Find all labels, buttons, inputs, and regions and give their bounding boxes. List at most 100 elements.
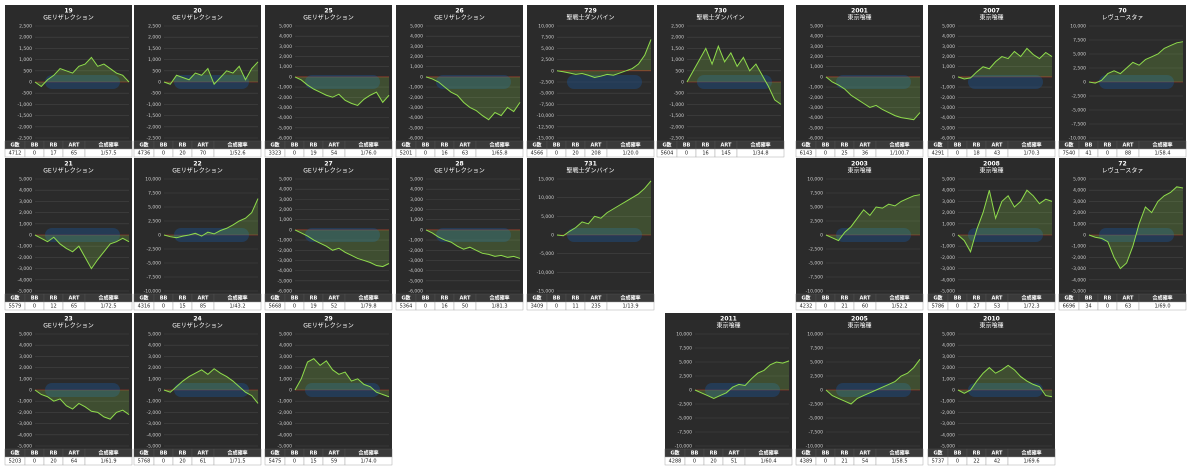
machine-name: 東京喰種 [979, 14, 1003, 22]
table-value: 0 [33, 459, 36, 465]
table-header: ART [860, 451, 871, 457]
y-tick-label: -5,000 [940, 289, 955, 295]
machine-name: 東京喰種 [716, 322, 740, 330]
y-tick-label: 5,000 [810, 24, 823, 30]
table-header: BB [422, 143, 430, 149]
table-value: 4736 [138, 151, 151, 157]
table-header: BB [160, 451, 168, 457]
y-tick-label: -2,000 [277, 248, 292, 254]
y-tick-label: 4,000 [410, 34, 423, 40]
table-value: 1/79.8 [361, 304, 377, 310]
y-tick-label: 2,000 [410, 207, 423, 213]
table-value: 4288 [669, 459, 682, 465]
table-header: ART [992, 451, 1003, 457]
machine-name: GEリザレクション [303, 15, 353, 22]
table-header: 合成確率 [1020, 142, 1041, 149]
y-tick-label: 5,000 [148, 205, 161, 211]
y-tick-label: 0 [952, 74, 955, 80]
table-value: 15 [179, 304, 185, 310]
y-tick-label: 2,000 [410, 54, 423, 60]
table-header: G数 [270, 450, 280, 457]
y-tick-label: -3,000 [940, 105, 955, 111]
table-value-cell [84, 456, 133, 466]
table-header: 合成確率 [1151, 295, 1172, 302]
area-fill [557, 180, 651, 236]
y-tick-label: 2,000 [19, 365, 32, 371]
table-value: 0 [33, 304, 36, 310]
y-tick-label: 0 [551, 233, 554, 239]
y-tick-label: -3,000 [146, 421, 161, 427]
table-header: G数 [801, 142, 811, 149]
y-tick-label: -5,000 [940, 444, 955, 450]
table-value: 208 [591, 151, 601, 157]
table-header: BB [1085, 296, 1093, 302]
table-value: 1/100.7 [890, 151, 909, 157]
table-header: ART [460, 296, 471, 302]
table-value: 59 [331, 459, 337, 465]
machine-name: 東京喰種 [847, 322, 871, 330]
y-tick-label: 4,000 [942, 343, 955, 349]
y-tick-label: 1,000 [942, 376, 955, 382]
balance-line [425, 76, 521, 121]
table-header: ART [69, 296, 80, 302]
y-tick-label: -4,000 [808, 115, 823, 121]
table-value: 19 [310, 304, 316, 310]
table-value: 1/72.3 [1024, 304, 1040, 310]
y-tick-label: -7,500 [146, 275, 161, 281]
y-tick-label: -5,000 [1071, 289, 1086, 295]
table-value: 1/71.5 [230, 459, 246, 465]
y-tick-label: 5,000 [942, 332, 955, 338]
area-fill [695, 360, 789, 399]
table-header: G数 [139, 142, 149, 149]
table-header: RB [310, 296, 318, 302]
table-value: 63 [462, 151, 468, 157]
table-value: 6696 [1063, 304, 1076, 310]
table-value: 0 [33, 151, 36, 157]
machine-panel: 20GEリザレクション2,5002,0001,5001,0005000-500-… [133, 5, 262, 158]
table-value: 5604 [661, 151, 674, 157]
y-tick-label: -6,000 [408, 136, 423, 142]
y-tick-label: -500 [674, 91, 684, 97]
y-tick-label: 3,000 [279, 44, 292, 50]
y-tick-label: 1,000 [279, 376, 292, 382]
balance-line [556, 180, 652, 237]
y-tick-label: -2,500 [677, 402, 692, 408]
machine-name: GEリザレクション [434, 15, 484, 22]
machine-number: 2005 [851, 316, 868, 323]
table-header: BB [160, 143, 168, 149]
watermark [45, 383, 120, 397]
y-tick-label: -1,000 [146, 399, 161, 405]
table-header: 合成確率 [97, 295, 118, 302]
machine-number: 2008 [983, 161, 1000, 168]
table-value: 6143 [800, 151, 813, 157]
y-tick-label: 15,000 [538, 177, 554, 183]
table-value: 21 [841, 304, 847, 310]
table-value: 5668 [269, 304, 282, 310]
table-value: 4291 [932, 151, 945, 157]
y-tick-label: -2,000 [277, 95, 292, 101]
table-value: 0 [956, 151, 959, 157]
table-header: ART [992, 296, 1003, 302]
y-tick-label: 5,000 [1073, 52, 1086, 58]
table-header: RB [702, 143, 710, 149]
y-tick-label: -1,000 [17, 399, 32, 405]
table-value: 4316 [138, 304, 151, 310]
y-tick-label: 4,000 [810, 34, 823, 40]
table-header: RB [572, 296, 580, 302]
y-tick-label: -2,500 [808, 247, 823, 253]
table-header: BB [954, 451, 962, 457]
watermark [836, 228, 911, 242]
table-value: 4232 [800, 304, 813, 310]
y-tick-label: 0 [158, 388, 161, 394]
y-tick-label: -1,000 [940, 244, 955, 250]
y-tick-label: 4,000 [19, 188, 32, 194]
y-tick-label: 1,000 [279, 64, 292, 70]
machine-number: 729 [584, 8, 597, 15]
machine-name: GEリザレクション [434, 168, 484, 175]
machine-number: 29 [324, 316, 332, 323]
table-value: 0 [424, 304, 427, 310]
